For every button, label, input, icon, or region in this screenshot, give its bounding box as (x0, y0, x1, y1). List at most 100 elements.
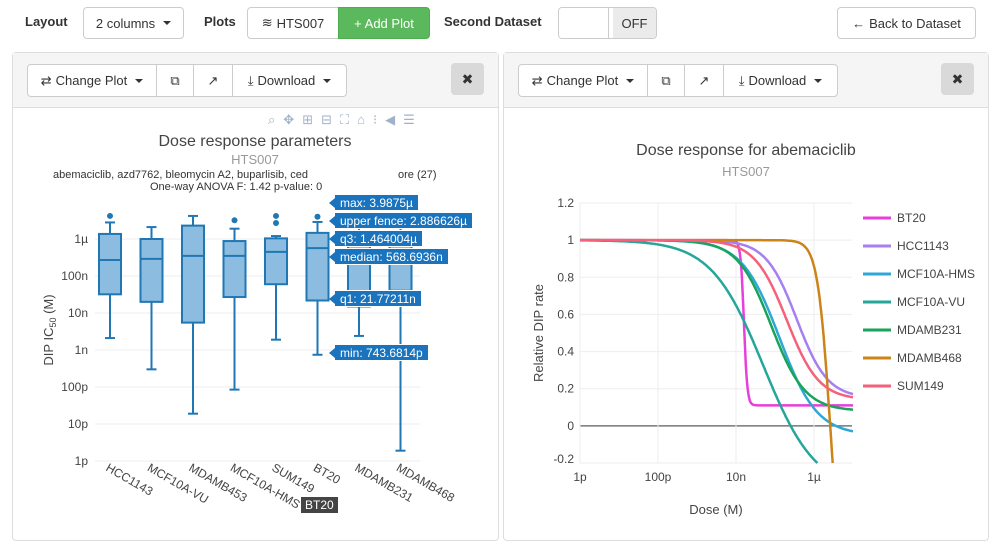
tooltip-min: min: 743.6814p (329, 344, 429, 361)
box-iqr (305, 231, 330, 302)
arrow-left-icon: ← (852, 15, 866, 31)
dataset-button-label: HTS007 (276, 15, 325, 31)
caret-down-icon (163, 21, 172, 25)
tooltip-q1: q1: 21.77211n (329, 290, 422, 307)
curve-SUM149 (580, 238, 854, 399)
tooltip-max: max: 3.9875µ (329, 194, 419, 211)
box-MDAMB453 (181, 214, 205, 415)
pan-icon[interactable]: ✥ (283, 112, 295, 127)
y-axis-label: Relative DIP rate (531, 284, 546, 382)
plot-modebar: ⌕ ✥ ⊞ ⊟ ⛶ ⌂ ⁝ ◀ ☰ (268, 112, 415, 128)
legend-item[interactable]: MCF10A-HMS (897, 267, 975, 281)
exchange-icon: ⇄ (40, 72, 52, 88)
autoscale-icon[interactable]: ⛶ (340, 112, 350, 127)
download-label: Download (257, 73, 316, 88)
plot-panel-right: ⇄ Change Plot ⧉ ↗ ⤓ Download ✖ (503, 52, 989, 541)
y-axis-label: DIP IC50 (M) (41, 294, 58, 365)
download-button[interactable]: ⤓ Download (723, 64, 838, 97)
curve-MCF10A-HMS (580, 238, 854, 433)
layout-dropdown[interactable]: 2 columns (83, 7, 184, 39)
back-to-dataset-button[interactable]: ← Back to Dataset (837, 7, 976, 39)
reset-axes-icon[interactable]: ⌂ (357, 112, 365, 127)
add-plot-button[interactable]: + Add Plot (338, 7, 430, 39)
box-iqr (181, 224, 205, 324)
box-HCC1143 (98, 212, 122, 340)
y-tick-label: 10n (68, 306, 88, 320)
change-plot-button[interactable]: ⇄ Change Plot (518, 64, 648, 97)
change-plot-label: Change Plot (55, 73, 128, 88)
box-MCF10A-VU (139, 226, 164, 371)
duplicate-button[interactable]: ⧉ (647, 64, 685, 97)
legend-item[interactable]: SUM149 (897, 379, 944, 393)
caret-down-icon (814, 78, 823, 83)
toggle-state: OFF (613, 8, 656, 38)
y-tick-label: 1.2 (557, 196, 574, 210)
spike-lines-icon[interactable]: ⁝ (372, 112, 378, 127)
legend-item[interactable]: BT20 (897, 211, 926, 225)
open-external-button[interactable]: ↗ (193, 64, 233, 97)
legend-item[interactable]: HCC1143 (897, 239, 949, 253)
annotation-drugs: abemaciclib, azd7762, bleomycin A2, bupa… (53, 169, 308, 181)
box-iqr (264, 237, 288, 286)
annotation-anova: One-way ANOVA F: 1.42 p-value: 0 (150, 181, 322, 193)
x-axis-label: Dose (M) (689, 502, 742, 517)
close-panel-button[interactable]: ✖ (941, 63, 974, 95)
dataset-button[interactable]: ≋ HTS007 (247, 7, 339, 39)
external-link-icon: ↗ (207, 72, 219, 88)
close-panel-button[interactable]: ✖ (451, 63, 484, 95)
zoom-icon[interactable]: ⌕ (268, 112, 276, 127)
outlier-point (107, 212, 113, 219)
change-plot-button[interactable]: ⇄ Change Plot (27, 64, 157, 97)
box-plot: Dose response parameters HTS007 abemacicli… (41, 133, 457, 512)
exchange-icon: ⇄ (531, 72, 543, 88)
download-icon: ⤓ (247, 72, 254, 88)
duplicate-button[interactable]: ⧉ (156, 64, 194, 97)
annotation-drugs-end: ore (27) (398, 169, 437, 181)
open-external-button[interactable]: ↗ (684, 64, 724, 97)
box-iqr (139, 238, 164, 303)
y-tick-label: 1n (75, 343, 88, 357)
x-tick-label: 1µ (807, 470, 821, 484)
plots-label: Plots (204, 14, 236, 29)
dose-response-plot: Dose response for abemaciclib HTS007 -0.2 0… (531, 142, 975, 517)
y-tick-label: 100p (61, 380, 88, 394)
second-dataset-toggle[interactable]: OFF (558, 7, 657, 39)
chart-title: Dose response for abemaciclib (636, 142, 856, 159)
y-tick-label: 0.2 (557, 382, 574, 396)
y-tick-label: 0 (567, 419, 574, 433)
outlier-point (273, 212, 279, 219)
y-tick-label: -0.2 (553, 452, 574, 466)
tooltip-category: BT20 (300, 496, 339, 514)
y-tick-label: 1µ (74, 232, 88, 246)
toggle-handle (559, 8, 609, 38)
tooltip-median: median: 568.6936n (329, 248, 449, 265)
y-tick-label: 0.4 (557, 345, 574, 359)
legend-item[interactable]: MDAMB468 (897, 351, 962, 365)
zoom-in-icon[interactable]: ⊞ (302, 112, 314, 127)
download-label: Download (748, 73, 807, 88)
hover-closest-icon[interactable]: ◀ (385, 112, 396, 127)
zoom-out-icon[interactable]: ⊟ (321, 112, 332, 127)
legend-item[interactable]: MCF10A-VU (897, 295, 965, 309)
hover-compare-icon[interactable]: ☰ (403, 112, 415, 127)
caret-down-icon (626, 78, 635, 83)
y-tick-label: 10p (68, 417, 88, 431)
outlier-point (314, 213, 321, 220)
x-tick-label: 1p (573, 470, 587, 484)
box-SUM149 (264, 212, 288, 341)
copy-icon: ⧉ (661, 72, 671, 88)
curve-BT20 (580, 238, 853, 407)
chart-subtitle: HTS007 (722, 164, 770, 179)
y-tick-label: 1p (75, 454, 89, 468)
tooltip-q3: q3: 1.464004µ (329, 230, 423, 247)
y-tick-label: 0.8 (557, 270, 574, 284)
box-BT20 (305, 213, 330, 356)
box-iqr (222, 240, 247, 299)
download-button[interactable]: ⤓ Download (232, 64, 347, 97)
legend-item[interactable]: MDAMB231 (897, 323, 962, 337)
x-tick-label: 100p (645, 470, 672, 484)
box-iqr (98, 232, 122, 296)
copy-icon: ⧉ (170, 72, 180, 88)
layout-label: Layout (25, 14, 68, 29)
chart-title: Dose response parameters (159, 133, 352, 150)
